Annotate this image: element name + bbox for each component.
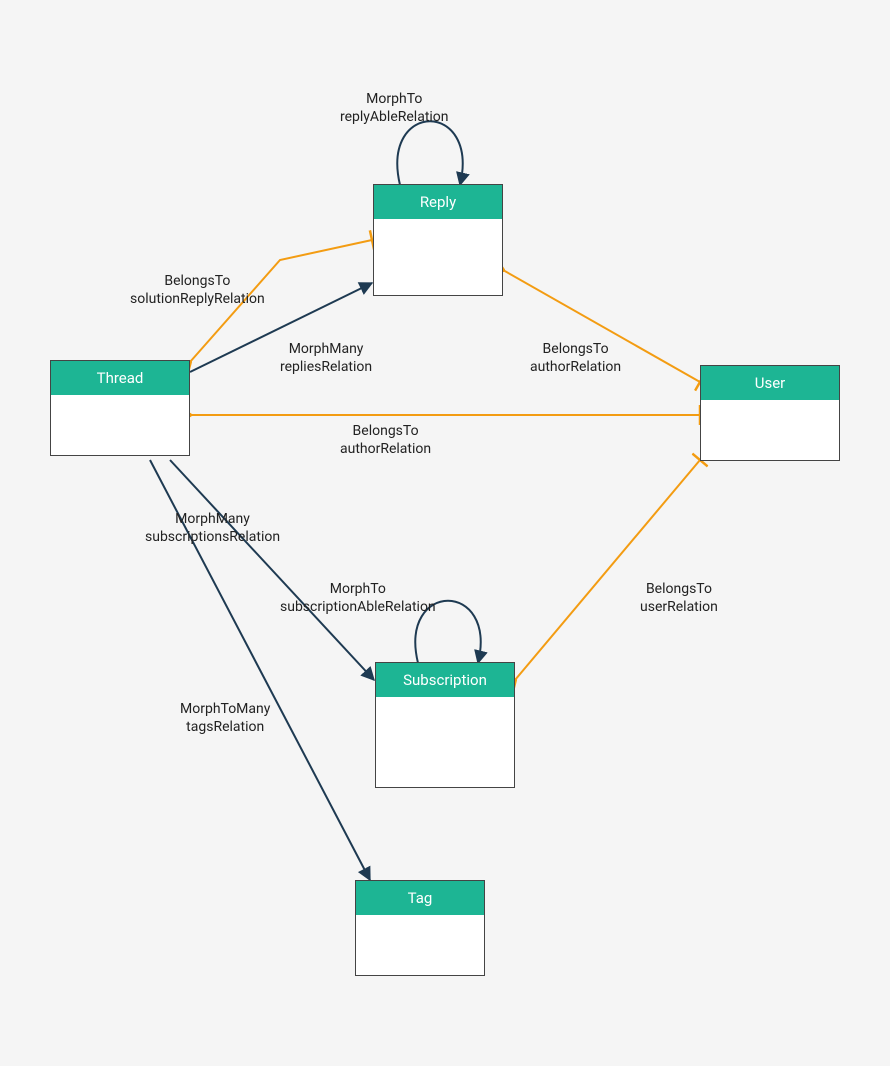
entity-reply: Reply <box>373 184 503 296</box>
label-name: authorRelation <box>340 440 431 458</box>
label-name: subscriptionAbleRelation <box>280 598 436 616</box>
label-subscription-self: MorphTo subscriptionAbleRelation <box>280 580 436 616</box>
entity-tag: Tag <box>355 880 485 976</box>
entity-reply-header: Reply <box>374 185 502 219</box>
label-name: authorRelation <box>530 358 621 376</box>
entity-subscription-header: Subscription <box>376 663 514 697</box>
label-thread-reply-morphmany: MorphMany repliesRelation <box>280 340 372 376</box>
label-subscription-user-belongsto: BelongsTo userRelation <box>640 580 718 616</box>
entity-user: User <box>700 365 840 461</box>
label-type: BelongsTo <box>340 422 431 440</box>
entity-thread-body <box>51 395 189 455</box>
label-name: solutionReplyRelation <box>130 290 265 308</box>
entity-user-body <box>701 400 839 460</box>
label-name: repliesRelation <box>280 358 372 376</box>
label-type: MorphTo <box>280 580 436 598</box>
label-thread-tag-morphtomany: MorphToMany tagsRelation <box>180 700 270 736</box>
entity-reply-body <box>374 219 502 295</box>
edge-thread-subscription-morphmany <box>170 460 374 680</box>
entity-tag-header: Tag <box>356 881 484 915</box>
label-name: subscriptionsRelation <box>145 528 280 546</box>
label-reply-user-belongsto: BelongsTo authorRelation <box>530 340 621 376</box>
edge-subscription-user-belongsto <box>515 460 700 680</box>
label-type: MorphMany <box>280 340 372 358</box>
er-diagram: Thread Reply User Subscription Tag Morph… <box>0 0 890 1066</box>
entity-user-header: User <box>701 366 839 400</box>
label-thread-reply-belongsto: BelongsTo solutionReplyRelation <box>130 272 265 308</box>
label-thread-subscription-morphmany: MorphMany subscriptionsRelation <box>145 510 280 546</box>
label-name: userRelation <box>640 598 718 616</box>
label-thread-user-belongsto: BelongsTo authorRelation <box>340 422 431 458</box>
label-name: replyAbleRelation <box>340 108 449 126</box>
edge-reply-self <box>397 121 462 185</box>
entity-subscription-body <box>376 697 514 787</box>
label-type: BelongsTo <box>640 580 718 598</box>
entity-tag-body <box>356 915 484 975</box>
entity-thread: Thread <box>50 360 190 456</box>
label-type: BelongsTo <box>530 340 621 358</box>
label-name: tagsRelation <box>180 718 270 736</box>
label-type: MorphMany <box>145 510 280 528</box>
label-type: MorphTo <box>340 90 449 108</box>
label-type: MorphToMany <box>180 700 270 718</box>
entity-subscription: Subscription <box>375 662 515 788</box>
label-reply-self: MorphTo replyAbleRelation <box>340 90 449 126</box>
entity-thread-header: Thread <box>51 361 189 395</box>
label-type: BelongsTo <box>130 272 265 290</box>
